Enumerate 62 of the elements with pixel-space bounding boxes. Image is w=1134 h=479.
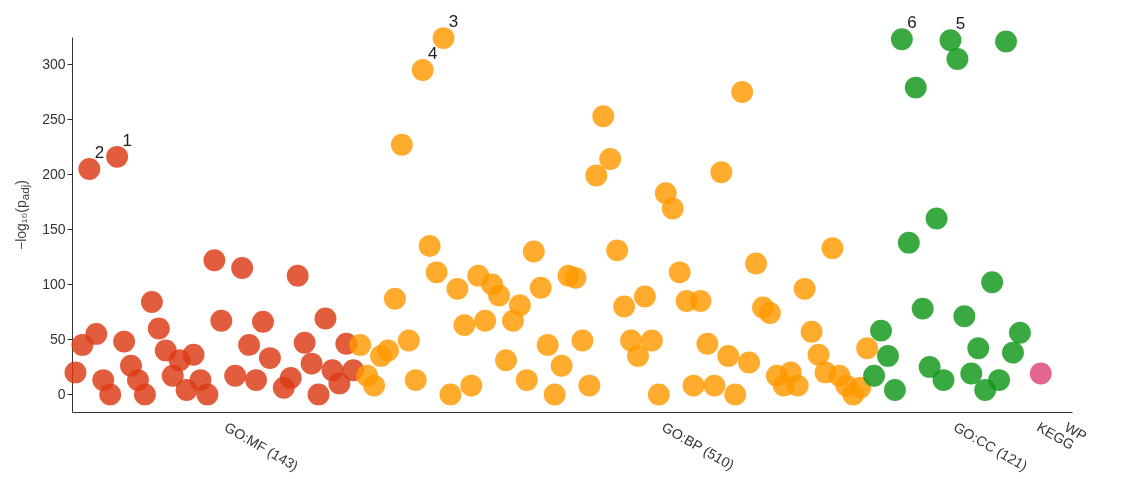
annotation: 6 (907, 13, 917, 33)
point (231, 257, 254, 279)
y-tick-label: 50 (49, 330, 66, 347)
point (1029, 362, 1052, 385)
point (870, 319, 892, 342)
annotation: 2 (94, 142, 105, 162)
point (904, 76, 927, 99)
y-tick-label: 0 (57, 385, 66, 402)
point (147, 317, 170, 340)
point (863, 364, 886, 387)
point (328, 372, 351, 395)
point (85, 322, 108, 345)
point (314, 307, 337, 330)
point (890, 28, 913, 51)
point (64, 361, 87, 384)
point (1002, 341, 1024, 364)
point (883, 379, 906, 401)
point (939, 29, 962, 52)
point (224, 364, 247, 387)
point (307, 383, 330, 406)
point (182, 343, 205, 366)
point (946, 48, 969, 70)
point (71, 333, 94, 356)
point (133, 383, 156, 406)
y-tick-label: 150 (42, 220, 66, 237)
annotation: 5 (955, 14, 966, 34)
annotation: 1 (122, 130, 132, 150)
point (203, 249, 226, 272)
point (960, 362, 983, 385)
point (967, 337, 990, 360)
point (988, 369, 1011, 392)
point (258, 347, 281, 370)
point (238, 333, 261, 356)
point (140, 291, 163, 313)
point (293, 331, 316, 354)
y-tick-label: 100 (42, 275, 66, 292)
point (196, 383, 219, 406)
annotation: 3 (448, 12, 459, 32)
point (911, 297, 934, 320)
point (932, 369, 955, 392)
point (981, 271, 1004, 294)
point (897, 231, 920, 254)
point (286, 264, 309, 287)
point (953, 305, 976, 328)
annotation: 4 (427, 43, 438, 63)
point (918, 355, 941, 378)
y-tick-label: 300 (42, 55, 66, 72)
point (252, 310, 274, 333)
point (245, 369, 267, 392)
y-tick-label: 250 (42, 110, 66, 127)
point (925, 207, 948, 230)
point (113, 330, 136, 353)
point (99, 383, 122, 406)
y-tick-label: 200 (42, 165, 66, 182)
point (877, 344, 899, 367)
point (106, 145, 129, 168)
point (210, 309, 233, 332)
point (279, 366, 302, 389)
point (300, 352, 323, 375)
point (78, 158, 101, 180)
point (995, 30, 1017, 53)
point (1008, 321, 1031, 344)
